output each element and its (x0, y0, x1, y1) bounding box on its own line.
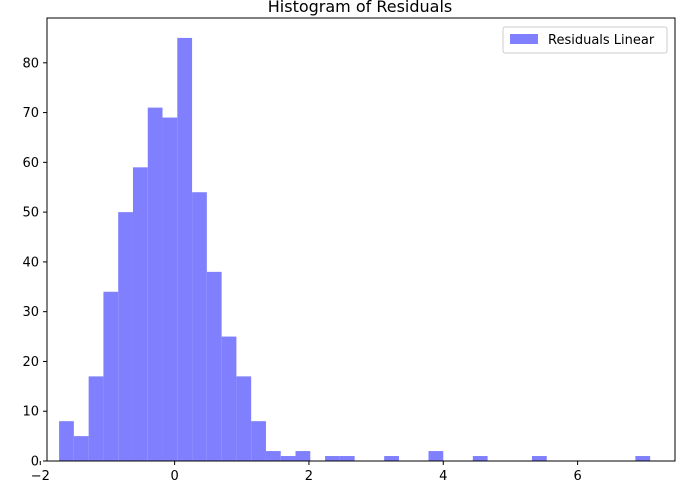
histogram-bar (265, 451, 281, 461)
histogram-bar (428, 451, 444, 461)
legend-swatch (510, 34, 538, 44)
histogram-bar (236, 376, 252, 461)
histogram-bar (339, 456, 355, 461)
histogram-bar (132, 167, 148, 461)
x-tick-label: −2 (31, 469, 50, 484)
legend-frame (502, 26, 668, 54)
y-tick-label: 80 (22, 56, 39, 71)
legend: Residuals Linear (502, 26, 668, 54)
x-tick-label: 4 (439, 469, 447, 484)
histogram-bar (221, 336, 237, 461)
histogram-bar (251, 421, 266, 461)
y-tick-label: 70 (22, 106, 39, 121)
histogram-bar (472, 456, 488, 461)
histogram-bar (531, 456, 547, 461)
y-tick-label: 30 (22, 305, 39, 320)
histogram-bar (162, 117, 178, 461)
y-tick-label: 10 (22, 405, 39, 420)
y-tick-label: 40 (22, 255, 39, 270)
histogram-bar (295, 451, 311, 461)
y-tick-label: 20 (22, 355, 39, 370)
histogram-bar (192, 192, 207, 461)
y-tick-label: 0 (31, 455, 39, 470)
chart-title: Histogram of Residuals (268, 0, 453, 16)
x-tick-label: 6 (573, 469, 581, 484)
histogram-bar (280, 456, 296, 461)
y-tick-label: 60 (22, 156, 39, 171)
histogram-bar (88, 376, 104, 461)
x-tick-label: 2 (305, 469, 313, 484)
histogram-bar (384, 456, 399, 461)
histogram-bar (206, 271, 222, 461)
x-tick-label: 0 (170, 469, 178, 484)
histogram-bar (59, 421, 74, 461)
histogram-bar (103, 291, 119, 461)
histogram-bar (325, 456, 340, 461)
axes (46, 17, 676, 462)
histogram-bar (73, 436, 89, 461)
x-axis-ticks: −2 0 2 4 6 (31, 461, 582, 484)
histogram-bar (177, 37, 193, 462)
histogram-bar (147, 107, 163, 461)
y-tick-label: 50 (22, 206, 39, 221)
histogram-bars (59, 37, 651, 462)
histogram-bar (635, 456, 651, 461)
plot-frame (46, 17, 676, 462)
legend-label: Residuals Linear (548, 33, 655, 48)
y-axis-ticks: 0 10 20 30 40 50 60 70 80 (22, 56, 47, 470)
histogram-bar (118, 212, 133, 461)
